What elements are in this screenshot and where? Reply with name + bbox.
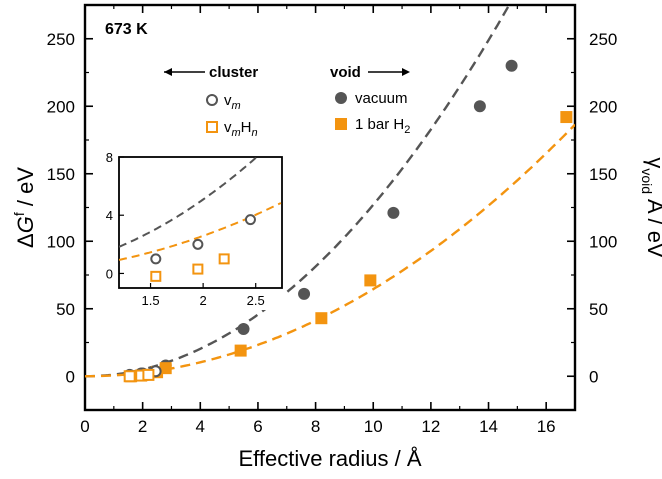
y-tick-label-right: 200 bbox=[589, 97, 617, 116]
void_h2-point bbox=[234, 344, 247, 357]
y-axis-title-right: γvoid A / eV bbox=[639, 157, 662, 258]
x-tick-label: 4 bbox=[196, 417, 205, 436]
inset_vmHn-point bbox=[150, 270, 162, 282]
inset_vm-point bbox=[244, 214, 256, 226]
void_vacuum-point bbox=[505, 59, 518, 72]
legend-h2-label: 1 bar H2 bbox=[355, 116, 410, 136]
inset-frame bbox=[118, 156, 283, 289]
y-tick-label-right: 0 bbox=[589, 367, 598, 386]
inset-y-tick-label: 8 bbox=[106, 150, 113, 165]
x-tick-label: 10 bbox=[364, 417, 383, 436]
legend-h2-marker bbox=[335, 118, 347, 130]
void_vacuum-point bbox=[387, 206, 400, 219]
x-tick-label: 2 bbox=[138, 417, 147, 436]
inset-fit_h2-curve bbox=[119, 202, 282, 261]
x-tick-label: 0 bbox=[80, 417, 89, 436]
y-tick-label: 150 bbox=[47, 165, 75, 184]
legend-vmHn-label: vmHn bbox=[224, 119, 258, 139]
void_h2-point bbox=[315, 312, 328, 325]
inset-x-tick-label: 1.5 bbox=[142, 293, 160, 308]
y-tick-label: 250 bbox=[47, 30, 75, 49]
legend-void-header: void bbox=[330, 64, 361, 81]
void_h2-point bbox=[159, 362, 172, 375]
y-tick-label: 0 bbox=[66, 367, 75, 386]
x-tick-label: 8 bbox=[311, 417, 320, 436]
inset-x-tick-label: 2.5 bbox=[247, 293, 265, 308]
inset-y-tick-label: 4 bbox=[106, 208, 113, 223]
void_vacuum-point bbox=[237, 323, 250, 335]
y-tick-label: 100 bbox=[47, 232, 75, 251]
void_h2-point bbox=[560, 111, 573, 124]
inset-background bbox=[115, 153, 286, 310]
legend-vacuum-label: vacuum bbox=[355, 90, 408, 107]
void_h2-point bbox=[364, 274, 377, 287]
inset_vm-point bbox=[192, 238, 204, 250]
arrow-left-icon bbox=[164, 68, 172, 76]
legend-vm-label: vm bbox=[224, 92, 241, 112]
x-axis-title: Effective radius / Å bbox=[238, 446, 421, 471]
y-tick-label-right: 150 bbox=[589, 165, 617, 184]
inset_vm-point bbox=[150, 253, 162, 265]
legend-cluster-header: cluster bbox=[209, 64, 258, 81]
legend-vacuum-marker bbox=[335, 92, 347, 104]
inset_vmHn-point bbox=[192, 263, 204, 275]
axis-titles: Effective radius / Å ΔGf / eV γvoid A / eV bbox=[11, 157, 662, 471]
y-tick-label-right: 100 bbox=[589, 232, 617, 251]
vmHn-point bbox=[123, 370, 136, 383]
temperature-annotation: 673 K bbox=[105, 21, 148, 38]
legend: cluster void vm vmHn vacuum 1 bar H2 bbox=[164, 64, 410, 139]
vmHn-point bbox=[142, 368, 155, 381]
void_vacuum-point bbox=[473, 100, 486, 113]
y-tick-label-right: 50 bbox=[589, 300, 608, 319]
inset-plot: 1.5 2 2.5 0 4 8 bbox=[106, 150, 286, 310]
arrow-right-icon bbox=[402, 68, 410, 76]
legend-vmHn-marker bbox=[206, 121, 218, 133]
void_vacuum-point bbox=[298, 287, 311, 300]
legend-vm-marker bbox=[206, 94, 218, 106]
x-tick-label: 16 bbox=[537, 417, 556, 436]
inset-y-tick-label: 0 bbox=[106, 266, 113, 281]
y-tick-label: 200 bbox=[47, 97, 75, 116]
y-tick-label-right: 250 bbox=[589, 30, 617, 49]
x-tick-label: 12 bbox=[421, 417, 440, 436]
main-plot: 0 2 4 6 8 10 12 14 16 0 0 50 50 100 100 150 150 200 200 250… bbox=[47, 3, 617, 436]
inset_vmHn-point bbox=[218, 253, 230, 265]
inset-x-tick-label: 2 bbox=[200, 293, 207, 308]
y-axis-title-left: ΔGf / eV bbox=[11, 167, 38, 248]
x-tick-label: 14 bbox=[479, 417, 498, 436]
y-tick-label: 50 bbox=[56, 300, 75, 319]
x-tick-label: 6 bbox=[253, 417, 262, 436]
inset-fit_vacuum-curve bbox=[119, 157, 259, 248]
